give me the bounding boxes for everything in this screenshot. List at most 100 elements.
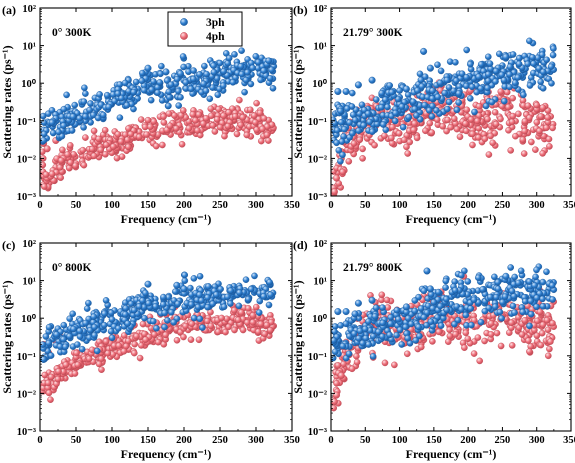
data-point-3ph [167,81,175,88]
x-tick-label: 300 [529,200,545,211]
data-point-3ph [60,335,67,343]
data-point-3ph [339,151,346,159]
data-point-3ph [365,341,372,348]
data-point-3ph [526,322,533,330]
data-point-3ph [224,293,231,301]
data-point-3ph [351,116,359,124]
y-tick-label: 10⁻² [17,154,36,165]
data-point-3ph [457,306,465,313]
data-point-4ph [546,143,553,150]
y-tick-label: 10⁰ [21,313,37,325]
data-point-4ph [57,157,65,164]
data-point-4ph [131,340,138,348]
x-tick-label: 0 [328,435,333,446]
data-point-4ph [521,127,529,135]
data-point-4ph [182,322,189,330]
data-point-3ph [379,304,386,311]
y-tick-label: 10¹ [22,277,36,288]
data-point-4ph [202,115,210,122]
data-point-4ph [42,198,48,204]
data-point-3ph [533,266,540,274]
data-point-3ph [149,317,157,325]
data-point-3ph [334,308,342,316]
data-point-3ph [526,82,534,89]
data-point-4ph [381,132,388,140]
data-point-3ph [227,300,234,307]
data-point-4ph [41,183,48,190]
data-point-4ph [428,129,436,136]
data-point-3ph [342,87,350,95]
data-point-3ph [244,295,252,303]
data-point-3ph [417,76,425,84]
data-point-3ph [238,47,245,55]
data-point-3ph [161,323,168,331]
data-point-3ph [423,267,431,275]
data-point-4ph [79,146,87,154]
data-point-4ph [505,127,512,134]
data-point-3ph [436,79,444,87]
data-point-3ph [473,88,481,96]
data-point-3ph [407,320,415,328]
data-point-4ph [497,88,505,95]
data-point-3ph [436,302,444,310]
data-point-4ph [544,114,552,121]
data-point-4ph [187,336,195,344]
data-point-4ph [391,361,398,369]
data-point-3ph [361,325,369,333]
data-point-3ph [359,339,366,347]
data-point-3ph [379,319,387,327]
data-point-4ph [476,357,484,365]
data-point-3ph [201,62,208,70]
data-point-4ph [388,134,395,142]
data-point-4ph [231,113,239,120]
data-point-3ph [45,323,53,331]
data-point-4ph [48,170,56,178]
data-point-3ph [118,94,125,102]
data-point-4ph [195,336,203,344]
x-tick-label: 0 [37,200,42,211]
data-point-3ph [479,286,487,293]
data-point-3ph [266,278,273,286]
data-point-3ph [145,299,152,307]
data-point-4ph [462,127,470,135]
data-point-4ph [224,122,232,130]
data-point-4ph [265,137,272,144]
data-point-4ph [216,124,224,131]
panel-c: 0 50 100 150 200 250 300 350 10⁻³ 10⁻² 10⁻¹ 10⁰ 10¹ 1… [0,238,300,461]
panel-annotation: 21.79° 800K [343,262,403,274]
data-point-3ph [333,139,340,147]
data-point-3ph [333,127,341,134]
data-point-4ph [221,132,228,140]
data-point-4ph [239,114,247,121]
data-point-3ph [381,96,389,103]
data-point-3ph [462,311,470,319]
panel-label: (c) [2,238,15,252]
data-point-3ph [477,61,485,68]
data-point-3ph [366,118,373,126]
data-point-3ph [484,53,492,61]
data-point-3ph [499,298,506,306]
data-point-4ph [144,116,152,124]
data-point-4ph [508,319,515,327]
data-point-3ph [122,304,129,312]
data-point-3ph [210,62,217,69]
data-point-3ph [62,343,69,351]
data-point-3ph [86,106,93,114]
data-point-3ph [463,46,471,54]
y-tick-label: 10⁻¹ [308,117,327,128]
data-point-3ph [464,278,472,285]
data-point-3ph [427,318,435,326]
data-point-4ph [239,326,247,334]
data-point-3ph [171,288,179,295]
data-point-3ph [416,332,423,340]
data-point-4ph [359,155,366,162]
data-point-3ph [527,297,535,305]
data-point-4ph [136,354,144,362]
data-point-4ph [508,342,516,349]
data-point-3ph [204,303,211,311]
data-point-4ph [356,136,364,144]
data-point-4ph [469,141,476,149]
data-point-4ph [403,143,410,151]
data-point-3ph [251,272,258,280]
data-point-3ph [179,53,187,60]
